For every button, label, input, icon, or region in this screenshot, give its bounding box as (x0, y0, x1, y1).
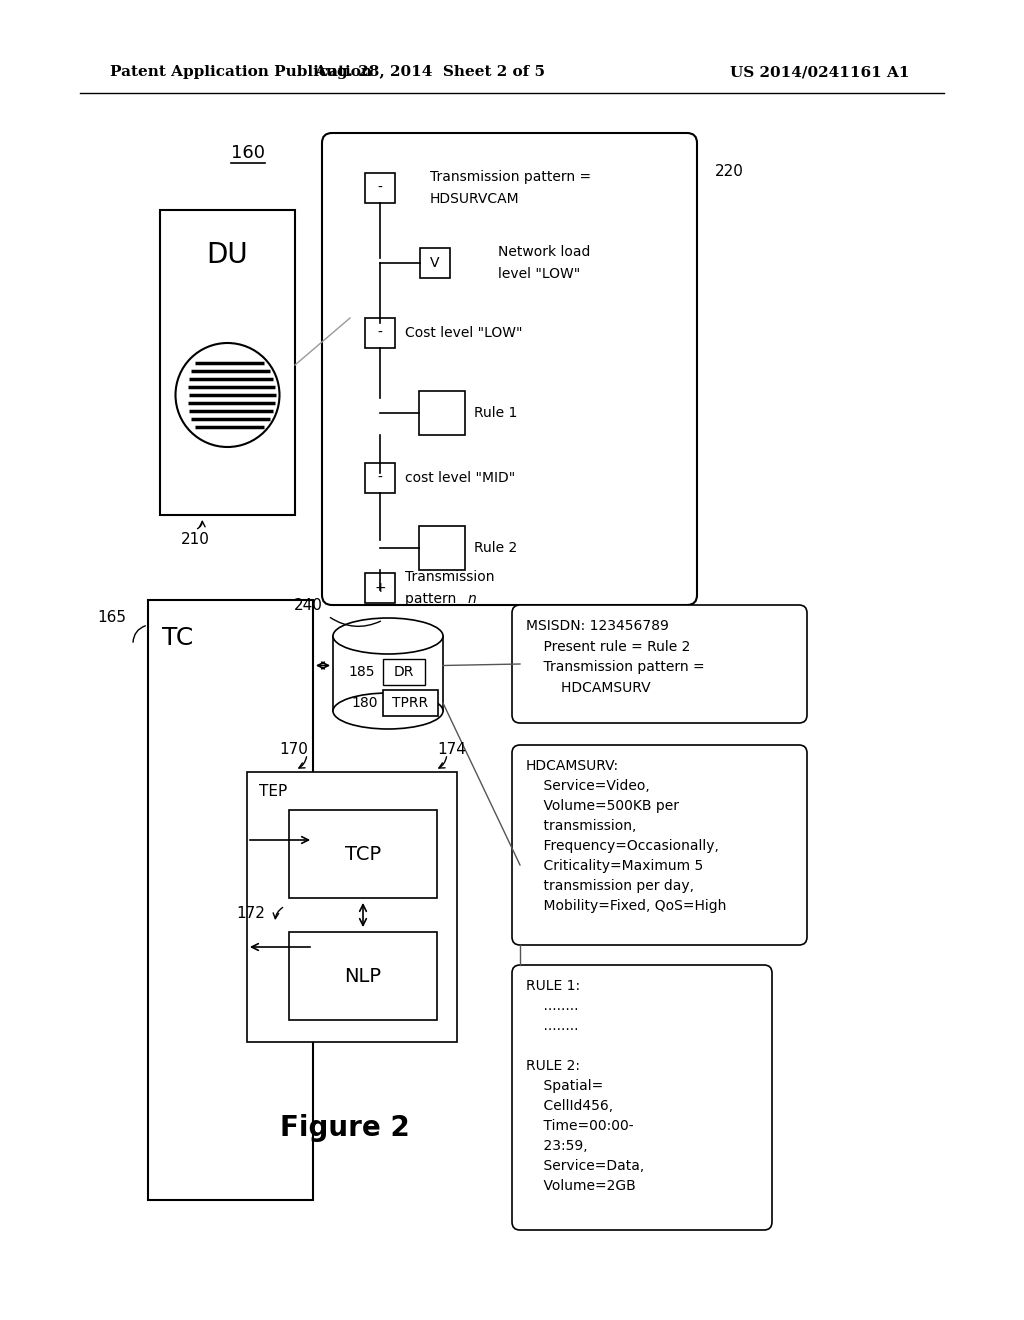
Text: 240: 240 (294, 598, 323, 612)
Text: TPRR: TPRR (392, 696, 428, 710)
FancyBboxPatch shape (365, 463, 395, 492)
Text: 174: 174 (437, 742, 466, 758)
FancyBboxPatch shape (420, 248, 450, 279)
Text: Cost level "LOW": Cost level "LOW" (406, 326, 522, 341)
Text: Aug. 28, 2014  Sheet 2 of 5: Aug. 28, 2014 Sheet 2 of 5 (314, 65, 546, 79)
Text: HDSURVCAM: HDSURVCAM (430, 191, 519, 206)
Text: TEP: TEP (259, 784, 288, 800)
Text: 210: 210 (180, 532, 210, 546)
Text: 165: 165 (97, 610, 126, 626)
Text: 185: 185 (348, 664, 375, 678)
Text: Figure 2: Figure 2 (281, 1114, 410, 1142)
Bar (333, 636, 443, 711)
Text: RULE 1:
    ........
    ........

RULE 2:
    Spatial=
    CellId456,
    Time=: RULE 1: ........ ........ RULE 2: Spatia… (526, 979, 644, 1193)
FancyBboxPatch shape (383, 659, 425, 685)
Ellipse shape (333, 693, 443, 729)
Text: Transmission pattern =: Transmission pattern = (430, 170, 591, 183)
Text: V: V (430, 256, 439, 271)
FancyBboxPatch shape (512, 744, 807, 945)
Text: HDCAMSURV:
    Service=Video,
    Volume=500KB per
    transmission,
    Frequen: HDCAMSURV: Service=Video, Volume=500KB p… (526, 759, 726, 913)
FancyBboxPatch shape (383, 690, 438, 715)
Text: Transmission: Transmission (406, 570, 495, 583)
FancyBboxPatch shape (365, 318, 395, 348)
Text: 170: 170 (279, 742, 308, 758)
Text: Rule 2: Rule 2 (474, 541, 517, 554)
Ellipse shape (333, 618, 443, 653)
FancyBboxPatch shape (289, 810, 437, 898)
FancyBboxPatch shape (419, 525, 465, 570)
Text: TCP: TCP (345, 845, 381, 863)
Text: level "LOW": level "LOW" (498, 267, 581, 281)
Text: MSISDN: 123456789
    Present rule = Rule 2
    Transmission pattern =
        H: MSISDN: 123456789 Present rule = Rule 2 … (526, 619, 705, 694)
Text: DR: DR (394, 664, 414, 678)
Text: 172: 172 (237, 906, 265, 920)
FancyBboxPatch shape (148, 601, 313, 1200)
FancyBboxPatch shape (289, 932, 437, 1020)
Text: +: + (374, 581, 386, 595)
Text: -: - (378, 181, 382, 195)
FancyBboxPatch shape (160, 210, 295, 515)
Text: DU: DU (207, 242, 248, 269)
Circle shape (175, 343, 280, 447)
Text: Network load: Network load (498, 246, 591, 259)
Text: 160: 160 (231, 144, 265, 162)
Text: -: - (378, 326, 382, 341)
FancyBboxPatch shape (365, 573, 395, 603)
FancyBboxPatch shape (419, 391, 465, 436)
FancyBboxPatch shape (512, 605, 807, 723)
FancyBboxPatch shape (322, 133, 697, 605)
Text: 180: 180 (351, 696, 378, 710)
FancyBboxPatch shape (365, 173, 395, 203)
Text: Patent Application Publication: Patent Application Publication (110, 65, 372, 79)
Text: 220: 220 (715, 164, 743, 178)
Text: n: n (468, 591, 477, 606)
FancyBboxPatch shape (247, 772, 457, 1041)
Text: -: - (378, 471, 382, 484)
Text: pattern: pattern (406, 591, 461, 606)
Text: NLP: NLP (344, 966, 382, 986)
FancyBboxPatch shape (512, 965, 772, 1230)
Text: cost level "MID": cost level "MID" (406, 471, 515, 484)
Text: US 2014/0241161 A1: US 2014/0241161 A1 (730, 65, 910, 79)
Text: Rule 1: Rule 1 (474, 407, 517, 420)
Text: TC: TC (163, 626, 194, 649)
